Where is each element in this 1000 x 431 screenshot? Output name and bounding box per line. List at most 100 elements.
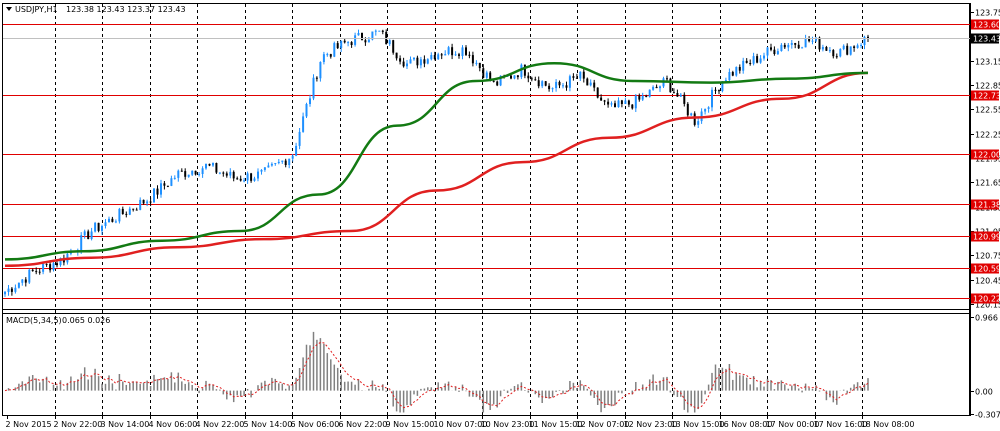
candle-body xyxy=(679,94,682,97)
candle-body xyxy=(534,79,537,81)
time-label: 17 Nov 00:00 xyxy=(766,420,820,429)
candle-body xyxy=(409,59,412,64)
candle-body xyxy=(419,59,422,66)
macd-label: MACD(5,34,5) xyxy=(6,316,62,325)
candle-body xyxy=(350,42,353,45)
candle-body xyxy=(832,50,835,57)
candle-body xyxy=(267,165,270,168)
candle-body xyxy=(655,86,658,89)
time-label: 2 Nov 22:00 xyxy=(54,420,103,429)
candle-body xyxy=(128,208,131,215)
candle-body xyxy=(94,222,97,232)
price-tick-label: 121.65 xyxy=(975,179,1000,188)
candle-body xyxy=(395,52,398,59)
candle-body xyxy=(139,199,142,210)
candle-body xyxy=(627,100,630,105)
time-label: 4 Nov 06:00 xyxy=(149,420,198,429)
candle-body xyxy=(229,171,232,176)
candle-body xyxy=(558,81,561,86)
chart-frame xyxy=(2,3,970,416)
time-label: 17 Nov 16:00 xyxy=(814,420,868,429)
candle-body xyxy=(399,58,402,62)
candle-body xyxy=(170,178,173,186)
candle-body xyxy=(319,62,322,79)
candle-body xyxy=(815,37,817,41)
candle-body xyxy=(309,98,311,104)
price-tick-label: 122.85 xyxy=(975,82,1000,91)
candle-body xyxy=(111,218,114,222)
time-label: 5 Nov 14:00 xyxy=(244,420,293,429)
candle-body xyxy=(697,121,700,125)
candle-body xyxy=(440,54,443,56)
time-label: 2 Nov 2015 xyxy=(6,420,52,429)
candle-series xyxy=(4,29,869,297)
level-tag-label: 123.60 xyxy=(973,21,1000,30)
candle-body xyxy=(83,231,86,236)
candle-body xyxy=(752,56,755,64)
candle-body xyxy=(572,76,575,78)
candle-body xyxy=(156,188,159,195)
candle-body xyxy=(641,95,644,100)
candle-body xyxy=(821,47,824,50)
candle-body xyxy=(298,131,301,146)
candle-body xyxy=(239,178,242,181)
candle-body xyxy=(835,56,838,58)
candle-body xyxy=(184,171,187,177)
candle-body xyxy=(468,54,471,56)
candle-body xyxy=(153,188,155,203)
level-tag xyxy=(971,149,999,160)
candle-body xyxy=(631,104,634,109)
candle-body xyxy=(724,80,727,82)
candle-body xyxy=(652,86,655,90)
candle-body xyxy=(135,209,138,211)
candle-body xyxy=(825,47,828,51)
candle-body xyxy=(856,45,859,48)
candle-body xyxy=(354,35,357,45)
candle-body xyxy=(520,64,523,78)
candle-body xyxy=(378,30,381,32)
level-tag xyxy=(971,231,999,242)
level-tag-label: 120.59 xyxy=(973,265,1000,274)
candle-body xyxy=(537,80,540,87)
candle-body xyxy=(90,231,93,239)
candle-body xyxy=(125,213,128,215)
candle-body xyxy=(31,269,34,272)
time-label: 13 Nov 15:00 xyxy=(671,420,725,429)
candle-body xyxy=(478,62,481,69)
candle-body xyxy=(735,67,738,76)
candle-body xyxy=(530,78,533,80)
candle-body xyxy=(465,47,467,55)
candle-body xyxy=(790,43,793,45)
candle-body xyxy=(686,103,689,116)
candle-body xyxy=(118,208,121,222)
candle-body xyxy=(714,89,717,91)
time-label: 9 Nov 15:00 xyxy=(386,420,435,429)
candle-body xyxy=(454,54,457,56)
time-label: 12 Nov 23:00 xyxy=(624,420,678,429)
candle-body xyxy=(295,145,298,156)
candle-body xyxy=(194,170,197,175)
candle-body xyxy=(101,226,103,231)
candle-body xyxy=(600,97,603,101)
candle-body xyxy=(614,103,616,108)
candle-body xyxy=(849,46,852,55)
candle-body xyxy=(343,40,346,43)
candle-body xyxy=(853,46,856,48)
candle-body xyxy=(510,75,512,79)
candle-body xyxy=(544,81,547,86)
level-tag xyxy=(971,293,999,304)
dropdown-triangle-icon[interactable] xyxy=(6,7,12,11)
ma-slow-line xyxy=(4,71,869,268)
candle-body xyxy=(669,78,672,93)
candle-body xyxy=(243,180,246,182)
candle-body xyxy=(811,40,814,42)
level-tag-label: 120.99 xyxy=(973,233,1000,242)
candle-body xyxy=(357,33,360,36)
candle-body xyxy=(742,60,745,71)
candle-body xyxy=(253,178,256,181)
candle-body xyxy=(645,95,648,97)
candle-body xyxy=(10,288,13,292)
candle-body xyxy=(222,172,225,174)
candle-body xyxy=(589,82,592,86)
